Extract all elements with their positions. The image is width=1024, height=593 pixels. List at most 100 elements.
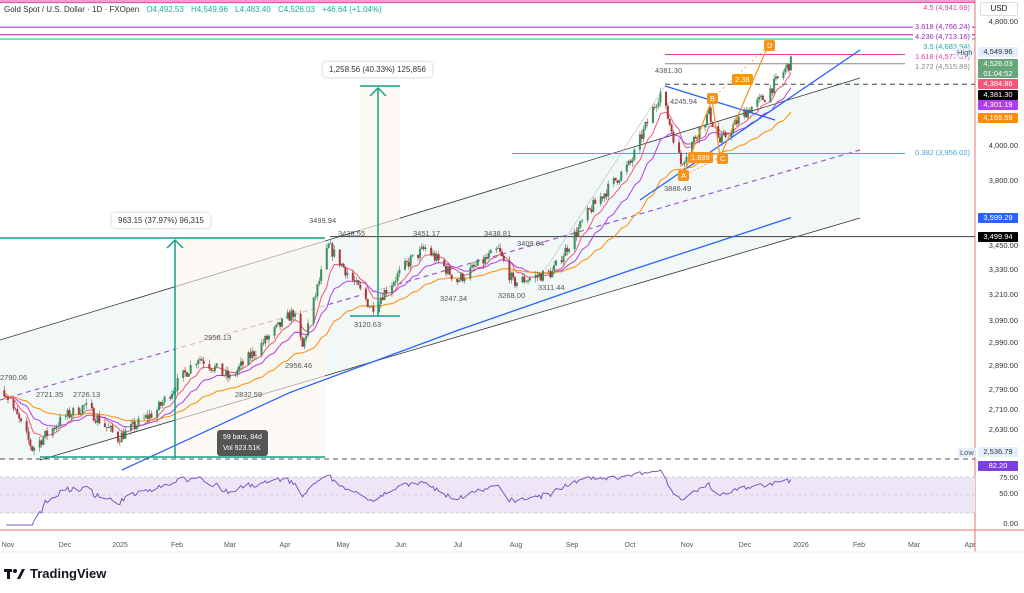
fib-level-label[interactable]: 0.382 (3,956.02) bbox=[912, 148, 972, 158]
candle bbox=[456, 278, 459, 286]
candle bbox=[314, 292, 317, 301]
candle-body bbox=[137, 418, 140, 426]
candle bbox=[247, 350, 250, 366]
pattern-point-d[interactable]: D bbox=[764, 40, 776, 51]
fib-level-label[interactable]: 1.618 (4,577.87) bbox=[912, 52, 972, 62]
candle-body bbox=[5, 396, 8, 398]
pattern-point-c[interactable]: C bbox=[717, 153, 729, 164]
candle bbox=[629, 158, 632, 166]
candle-body bbox=[476, 259, 479, 266]
candle bbox=[44, 430, 47, 440]
candle bbox=[195, 362, 198, 369]
candle bbox=[202, 356, 205, 369]
candle-body bbox=[379, 297, 382, 305]
candle-body bbox=[525, 281, 528, 283]
candle bbox=[197, 358, 200, 369]
candle bbox=[590, 205, 593, 214]
price-tick: 3,210.00 bbox=[988, 290, 1018, 300]
candle bbox=[659, 87, 662, 107]
candle-body bbox=[370, 306, 373, 308]
candle bbox=[262, 338, 265, 346]
candle-body bbox=[161, 402, 164, 406]
pattern-point-a[interactable]: A bbox=[678, 170, 690, 181]
candle-body bbox=[730, 133, 733, 138]
candle bbox=[555, 260, 558, 267]
candle-body bbox=[385, 289, 388, 294]
candle-body bbox=[527, 280, 530, 282]
candle bbox=[156, 407, 159, 422]
candle bbox=[137, 415, 140, 428]
candle bbox=[159, 401, 162, 409]
candle bbox=[601, 196, 604, 202]
candle-body bbox=[747, 109, 750, 118]
candle bbox=[407, 258, 410, 270]
candle-body bbox=[732, 124, 735, 134]
pattern-point-b[interactable]: B bbox=[707, 93, 719, 104]
candle-body bbox=[254, 355, 257, 356]
candle-body bbox=[771, 88, 774, 93]
candle-body bbox=[240, 361, 242, 367]
candle-body bbox=[172, 391, 175, 394]
candle bbox=[273, 325, 276, 339]
candle bbox=[189, 360, 192, 375]
candle bbox=[560, 255, 563, 265]
time-tick: Jun bbox=[395, 542, 407, 549]
candle-body bbox=[20, 418, 23, 421]
candle-body bbox=[763, 99, 766, 103]
candle bbox=[185, 371, 188, 378]
candle bbox=[605, 189, 608, 200]
currency-selector[interactable]: USD bbox=[980, 2, 1018, 16]
measure-label-2[interactable]: 1,258.56 (40.33%) 125,856 bbox=[323, 62, 432, 77]
candle bbox=[443, 259, 446, 268]
candle-body bbox=[238, 366, 241, 371]
fib-level-label[interactable]: 3.618 (4,766.24) bbox=[912, 22, 972, 32]
candle-body bbox=[329, 243, 332, 245]
candle-body bbox=[463, 278, 466, 281]
time-tick: May bbox=[336, 542, 350, 549]
candle-body bbox=[234, 373, 237, 375]
candle-body bbox=[340, 263, 343, 266]
tradingview-logo[interactable]: TradingView bbox=[4, 566, 106, 581]
candle bbox=[599, 192, 602, 207]
candle-body bbox=[668, 118, 671, 125]
candle bbox=[431, 249, 434, 257]
candle bbox=[312, 297, 315, 327]
fib-level-label[interactable]: 1.272 (4,515.89) bbox=[912, 62, 972, 72]
candle bbox=[719, 134, 722, 144]
fib-level-label[interactable]: 4.236 (4,713.16) bbox=[912, 32, 972, 42]
candle-body bbox=[331, 243, 334, 257]
price-annotation: 2721.35 bbox=[36, 390, 64, 399]
candle-body bbox=[267, 335, 270, 340]
candle bbox=[420, 242, 423, 250]
candle-body bbox=[691, 141, 694, 157]
candle-body bbox=[435, 254, 438, 261]
fib-level-label[interactable]: 4.5 (4,941.69) bbox=[921, 3, 972, 12]
candle bbox=[782, 69, 785, 81]
candle bbox=[133, 418, 136, 434]
time-tick: Mar bbox=[907, 542, 921, 549]
candle-body bbox=[277, 322, 280, 325]
symbol-title[interactable]: Gold Spot / U.S. Dollar · 1D · FXOpen bbox=[4, 5, 140, 14]
candle bbox=[411, 254, 414, 258]
candle-body bbox=[213, 366, 216, 371]
candle bbox=[307, 319, 310, 337]
candle-body bbox=[169, 396, 172, 399]
candle-body bbox=[18, 414, 21, 419]
candle-body bbox=[577, 227, 580, 237]
candle bbox=[198, 356, 201, 364]
candle-body bbox=[560, 260, 563, 263]
measure-label-1[interactable]: 963.15 (37.97%) 96,315 bbox=[112, 213, 210, 228]
candle-body bbox=[198, 359, 201, 361]
candle bbox=[105, 426, 108, 432]
candle-body bbox=[398, 269, 401, 274]
candle bbox=[717, 121, 720, 139]
candle-body bbox=[29, 439, 32, 447]
candle bbox=[620, 170, 623, 182]
candle-body bbox=[711, 121, 714, 127]
candle bbox=[495, 246, 498, 254]
fib-level-label[interactable]: 3.5 (4,683.94) bbox=[921, 42, 972, 52]
candle bbox=[536, 271, 539, 282]
rsi-tick: 50.00 bbox=[999, 489, 1018, 498]
candle-body bbox=[208, 364, 211, 369]
